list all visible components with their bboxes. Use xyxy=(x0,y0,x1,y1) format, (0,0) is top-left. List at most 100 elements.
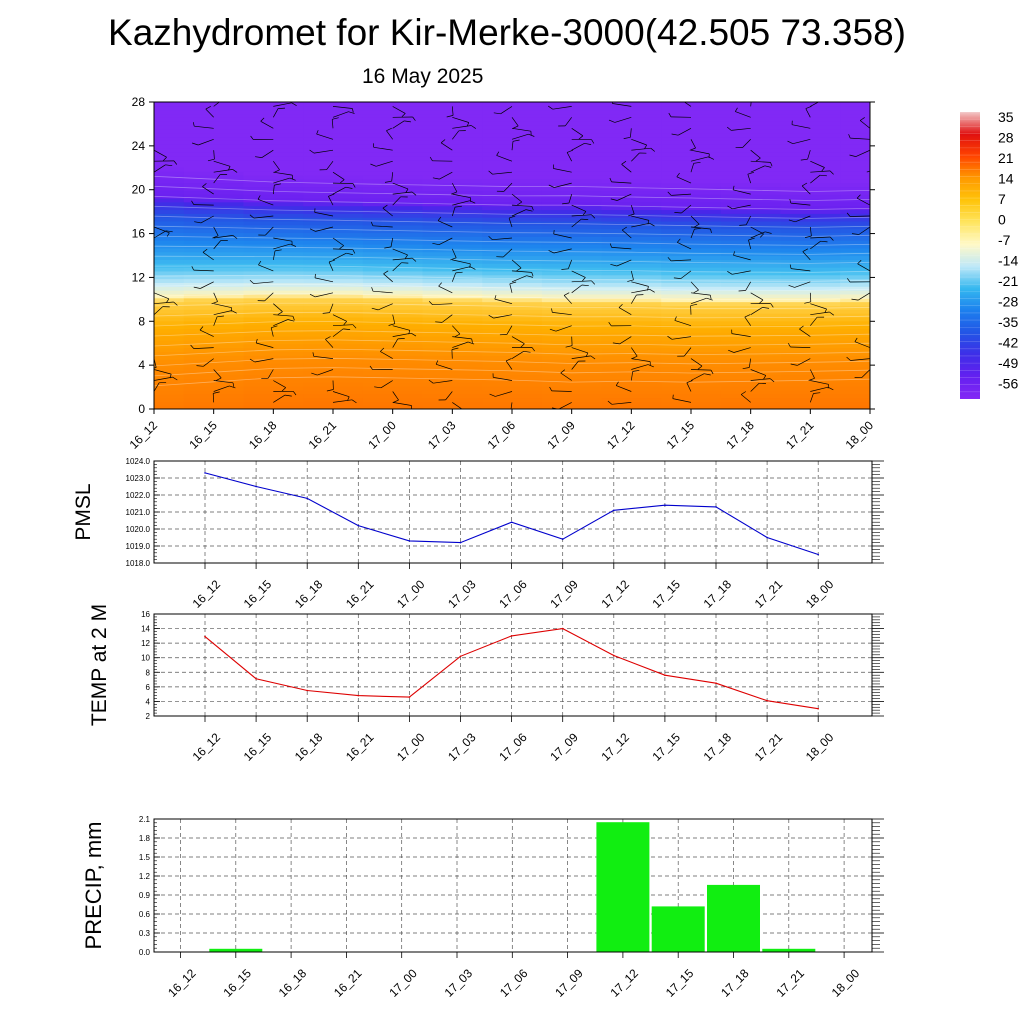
heatmap-cell xyxy=(720,201,782,207)
heatmap-cell xyxy=(243,278,304,283)
wind-barb xyxy=(154,336,155,337)
wind-barb xyxy=(858,292,870,301)
heatmap-cell xyxy=(362,155,424,161)
heatmap-cell xyxy=(482,217,543,222)
heatmap-cell xyxy=(482,102,543,107)
heatmap-cell xyxy=(422,389,483,395)
wind-barb xyxy=(571,284,583,294)
wind-barb-feather xyxy=(742,367,750,370)
wind-barb xyxy=(213,380,234,384)
chart-title: Kazhydromet for Kir-Merke-3000(42.505 73… xyxy=(108,12,906,53)
heatmap-cell xyxy=(303,240,364,245)
heatmap-cell xyxy=(154,247,185,253)
wind-barb xyxy=(506,325,513,335)
wind-barb-feather xyxy=(820,240,828,243)
heatmap-cell xyxy=(482,267,543,272)
heatmap-cell xyxy=(720,243,782,249)
heatmap-cell xyxy=(422,197,483,203)
heatmap-cell xyxy=(183,174,245,180)
heatmap-cell xyxy=(840,263,870,268)
heatmap-cell xyxy=(601,393,662,399)
heatmap-cell xyxy=(601,351,662,356)
heatmap-cell xyxy=(154,151,185,157)
heatmap-cell xyxy=(482,382,543,387)
heatmap-cell xyxy=(601,382,662,387)
heatmap-cell xyxy=(601,313,662,318)
heatmap-cell xyxy=(362,324,424,330)
heatmap-cell xyxy=(243,201,304,207)
wind-barb-feather xyxy=(132,208,138,210)
wind-barb-feather xyxy=(560,369,566,374)
wind-barb-feather xyxy=(274,249,282,252)
heatmap-cell xyxy=(661,220,722,226)
heatmap-cell xyxy=(362,259,424,264)
heatmap-cell xyxy=(601,163,662,168)
heatmap-cell xyxy=(482,309,543,314)
heatmap-cell xyxy=(482,197,543,203)
heatmap-cell xyxy=(243,171,304,176)
heatmap-cell xyxy=(362,194,424,199)
heatmap-cell xyxy=(362,220,424,226)
heatmap-cell xyxy=(840,205,870,211)
colorbar-label: 7 xyxy=(998,191,1006,207)
heatmap-cell xyxy=(303,347,364,353)
heatmap-cell xyxy=(183,125,245,130)
heatmap-cell xyxy=(720,401,782,406)
wind-barb xyxy=(690,228,695,239)
heatmap-cell xyxy=(183,163,245,168)
wind-barb-feather xyxy=(173,160,178,165)
heatmap-cell xyxy=(303,167,364,172)
wind-barb xyxy=(451,106,454,116)
x-tick-label: 17_03 xyxy=(445,577,479,611)
wind-barb-feather xyxy=(609,243,612,248)
heatmap-cell xyxy=(303,336,364,341)
wind-barb xyxy=(810,236,831,239)
heatmap-cell xyxy=(303,309,364,314)
heatmap-cell xyxy=(601,255,662,260)
x-tick-label: 17_15 xyxy=(663,966,697,1000)
heatmap-cell xyxy=(362,232,424,237)
wind-barb xyxy=(314,212,334,217)
wind-barb-feather xyxy=(689,147,696,151)
heatmap-cell xyxy=(243,251,304,257)
wind-barb-feather xyxy=(432,177,440,180)
heatmap-cell xyxy=(661,405,722,409)
heatmap-cell xyxy=(780,140,841,145)
wind-barb-feather xyxy=(889,246,894,249)
heatmap-cell xyxy=(541,178,603,184)
wind-barb-feather xyxy=(451,347,459,350)
heatmap-cell xyxy=(243,209,304,214)
wind-barb-feather xyxy=(649,222,655,227)
heatmap-cell xyxy=(482,243,543,249)
heatmap-cell xyxy=(183,128,245,134)
heatmap-cell xyxy=(840,167,870,172)
wind-barb xyxy=(631,222,650,228)
wind-barb-feather xyxy=(212,235,219,239)
heatmap-cell xyxy=(154,274,185,280)
heatmap-cell xyxy=(362,197,424,203)
heatmap-cell xyxy=(183,240,245,245)
wind-barb-feather xyxy=(823,100,830,101)
heatmap-cell xyxy=(720,113,782,118)
heatmap-cell xyxy=(840,359,870,364)
wind-barb-feather xyxy=(469,263,471,268)
wind-barb xyxy=(690,149,710,155)
heatmap-cell xyxy=(601,251,662,257)
wind-barb-feather xyxy=(609,177,612,183)
wind-barb xyxy=(392,332,412,337)
wind-barb-feather xyxy=(191,266,195,271)
heatmap-cell xyxy=(661,213,722,218)
heatmap-cell xyxy=(243,313,304,318)
wind-barb xyxy=(630,204,635,215)
wind-barb xyxy=(690,297,707,305)
wind-barb-feather xyxy=(591,139,595,144)
heatmap-cell xyxy=(840,301,870,306)
heatmap-cell xyxy=(183,144,245,149)
heatmap-cell xyxy=(482,339,543,345)
heatmap-cell xyxy=(482,205,543,211)
wind-barb xyxy=(193,204,214,206)
heatmap-cell xyxy=(362,171,424,176)
wind-barb xyxy=(200,281,214,289)
x-tick-label: 17_15 xyxy=(650,577,684,611)
wind-barb xyxy=(630,270,634,280)
